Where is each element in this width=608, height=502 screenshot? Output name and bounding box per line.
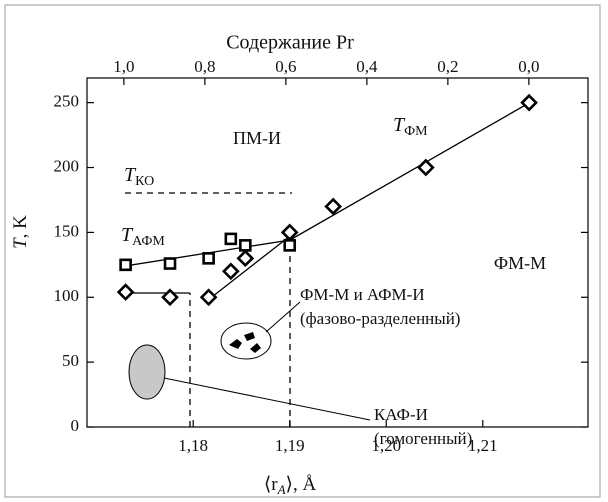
- x2-tick-label: 1,0: [113, 57, 134, 76]
- marker: [236, 249, 255, 268]
- x-tick-label: 1,21: [468, 436, 498, 455]
- marker: [239, 239, 252, 252]
- frame: [4, 4, 601, 498]
- y-tick-label: 150: [54, 221, 80, 240]
- top-axis-title: Содержание Pr: [226, 32, 354, 54]
- leader-line: [163, 377, 371, 421]
- x2-tick-label: 0,0: [518, 57, 539, 76]
- x2-tick-label: 0,4: [356, 57, 378, 76]
- marker: [163, 257, 177, 270]
- curve-label: TКО: [124, 164, 154, 190]
- marker: [221, 262, 240, 281]
- marker: [283, 239, 297, 252]
- marker: [324, 197, 342, 216]
- marker: [202, 252, 215, 265]
- region-label: КАФ-И: [374, 405, 428, 424]
- y-tick-label: 0: [71, 416, 80, 435]
- x2-tick-label: 0,8: [194, 57, 215, 76]
- curve-label: TФМ: [393, 114, 428, 140]
- plot-box: [86, 77, 589, 428]
- marker: [416, 158, 435, 177]
- leader-line: [265, 301, 301, 333]
- region-label: ПМ-И: [233, 128, 281, 148]
- x-tick-label: 1,18: [178, 436, 208, 455]
- y-tick-label: 50: [62, 351, 79, 370]
- fit-line: [207, 235, 291, 301]
- x2-tick-label: 0,2: [437, 57, 458, 76]
- phase-blobs: [229, 332, 261, 353]
- marker: [161, 288, 179, 307]
- y-axis-label: T, K: [10, 215, 31, 249]
- marker: [224, 232, 238, 246]
- x-tick-label: 1,19: [275, 436, 305, 455]
- region-label: (гомогенный): [374, 429, 472, 448]
- marker: [520, 93, 538, 112]
- x-axis-label: ⟨rA⟩, Å: [264, 474, 317, 497]
- marker: [119, 258, 132, 272]
- marker: [116, 283, 135, 301]
- fit-line: [289, 102, 530, 241]
- marker: [280, 223, 299, 242]
- y-tick-label: 100: [54, 286, 80, 305]
- x2-tick-label: 0,6: [275, 57, 296, 76]
- curve-label: TАФМ: [121, 224, 165, 250]
- region-label: ФМ-М и АФМ-И: [300, 285, 425, 304]
- region-homogeneous: [128, 344, 166, 400]
- marker: [199, 288, 218, 307]
- y-tick-label: 200: [54, 156, 80, 175]
- region-label: (фазово-разделенный): [300, 309, 460, 328]
- region-label: ФМ-М: [494, 253, 546, 273]
- x-tick-label: 1,20: [371, 436, 401, 455]
- y-tick-label: 250: [54, 92, 80, 111]
- region-separated: [220, 322, 272, 360]
